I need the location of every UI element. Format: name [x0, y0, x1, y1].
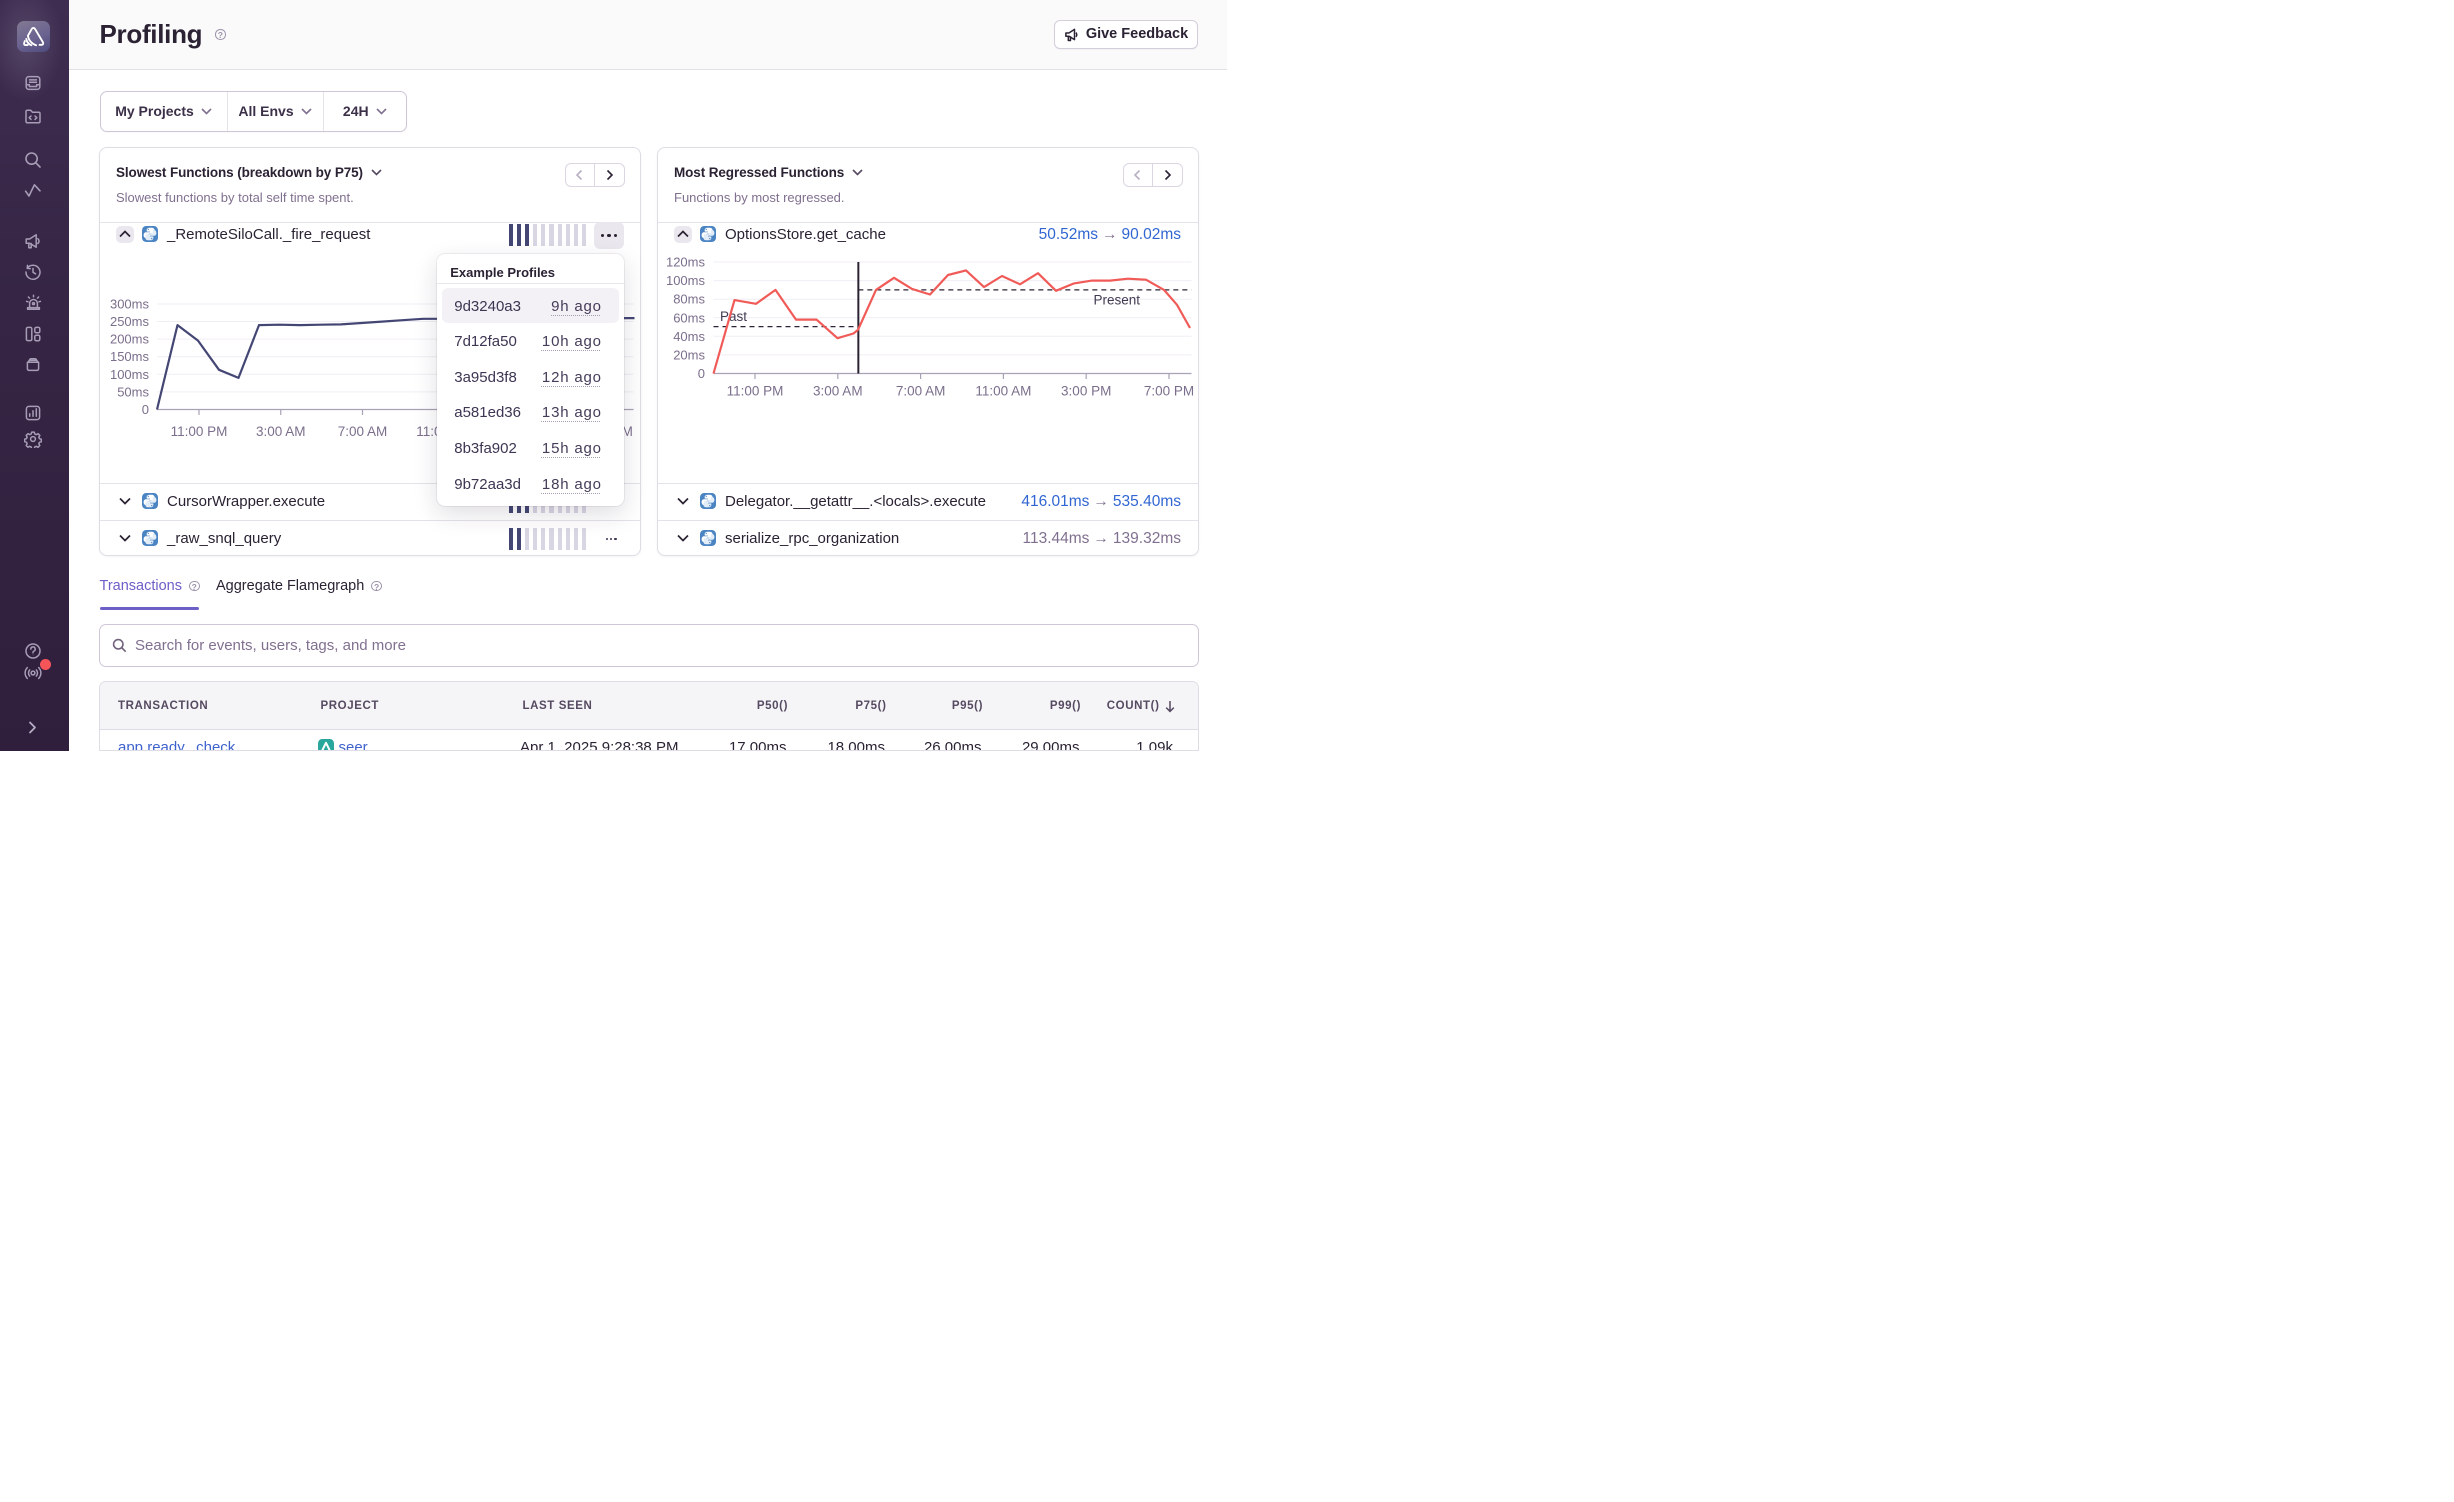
svg-text:3:00 AM: 3:00 AM: [256, 424, 306, 439]
svg-text:Past: Past: [720, 309, 747, 324]
svg-text:80ms: 80ms: [673, 292, 705, 307]
svg-text:20ms: 20ms: [673, 347, 705, 362]
svg-text:7:00 AM: 7:00 AM: [896, 384, 946, 399]
svg-text:3:00 PM: 3:00 PM: [1061, 384, 1111, 399]
svg-text:11:00 PM: 11:00 PM: [727, 384, 784, 399]
svg-text:60ms: 60ms: [673, 310, 705, 325]
svg-text:40ms: 40ms: [673, 329, 705, 344]
svg-text:50ms: 50ms: [117, 384, 149, 399]
svg-text:7:00 PM: 7:00 PM: [1144, 384, 1194, 399]
svg-text:250ms: 250ms: [110, 314, 150, 329]
svg-text:3:00 AM: 3:00 AM: [813, 384, 863, 399]
svg-text:100ms: 100ms: [110, 367, 150, 382]
svg-text:120ms: 120ms: [666, 255, 706, 270]
svg-text:11:00 PM: 11:00 PM: [171, 424, 228, 439]
svg-text:11:00 AM: 11:00 AM: [975, 384, 1031, 399]
svg-text:Present: Present: [1093, 293, 1140, 308]
svg-text:0: 0: [698, 366, 705, 381]
svg-text:300ms: 300ms: [110, 297, 150, 312]
svg-text:0: 0: [142, 402, 149, 417]
svg-text:7:00 AM: 7:00 AM: [338, 424, 388, 439]
svg-text:150ms: 150ms: [110, 349, 150, 364]
svg-text:200ms: 200ms: [110, 332, 150, 347]
svg-text:100ms: 100ms: [666, 273, 706, 288]
